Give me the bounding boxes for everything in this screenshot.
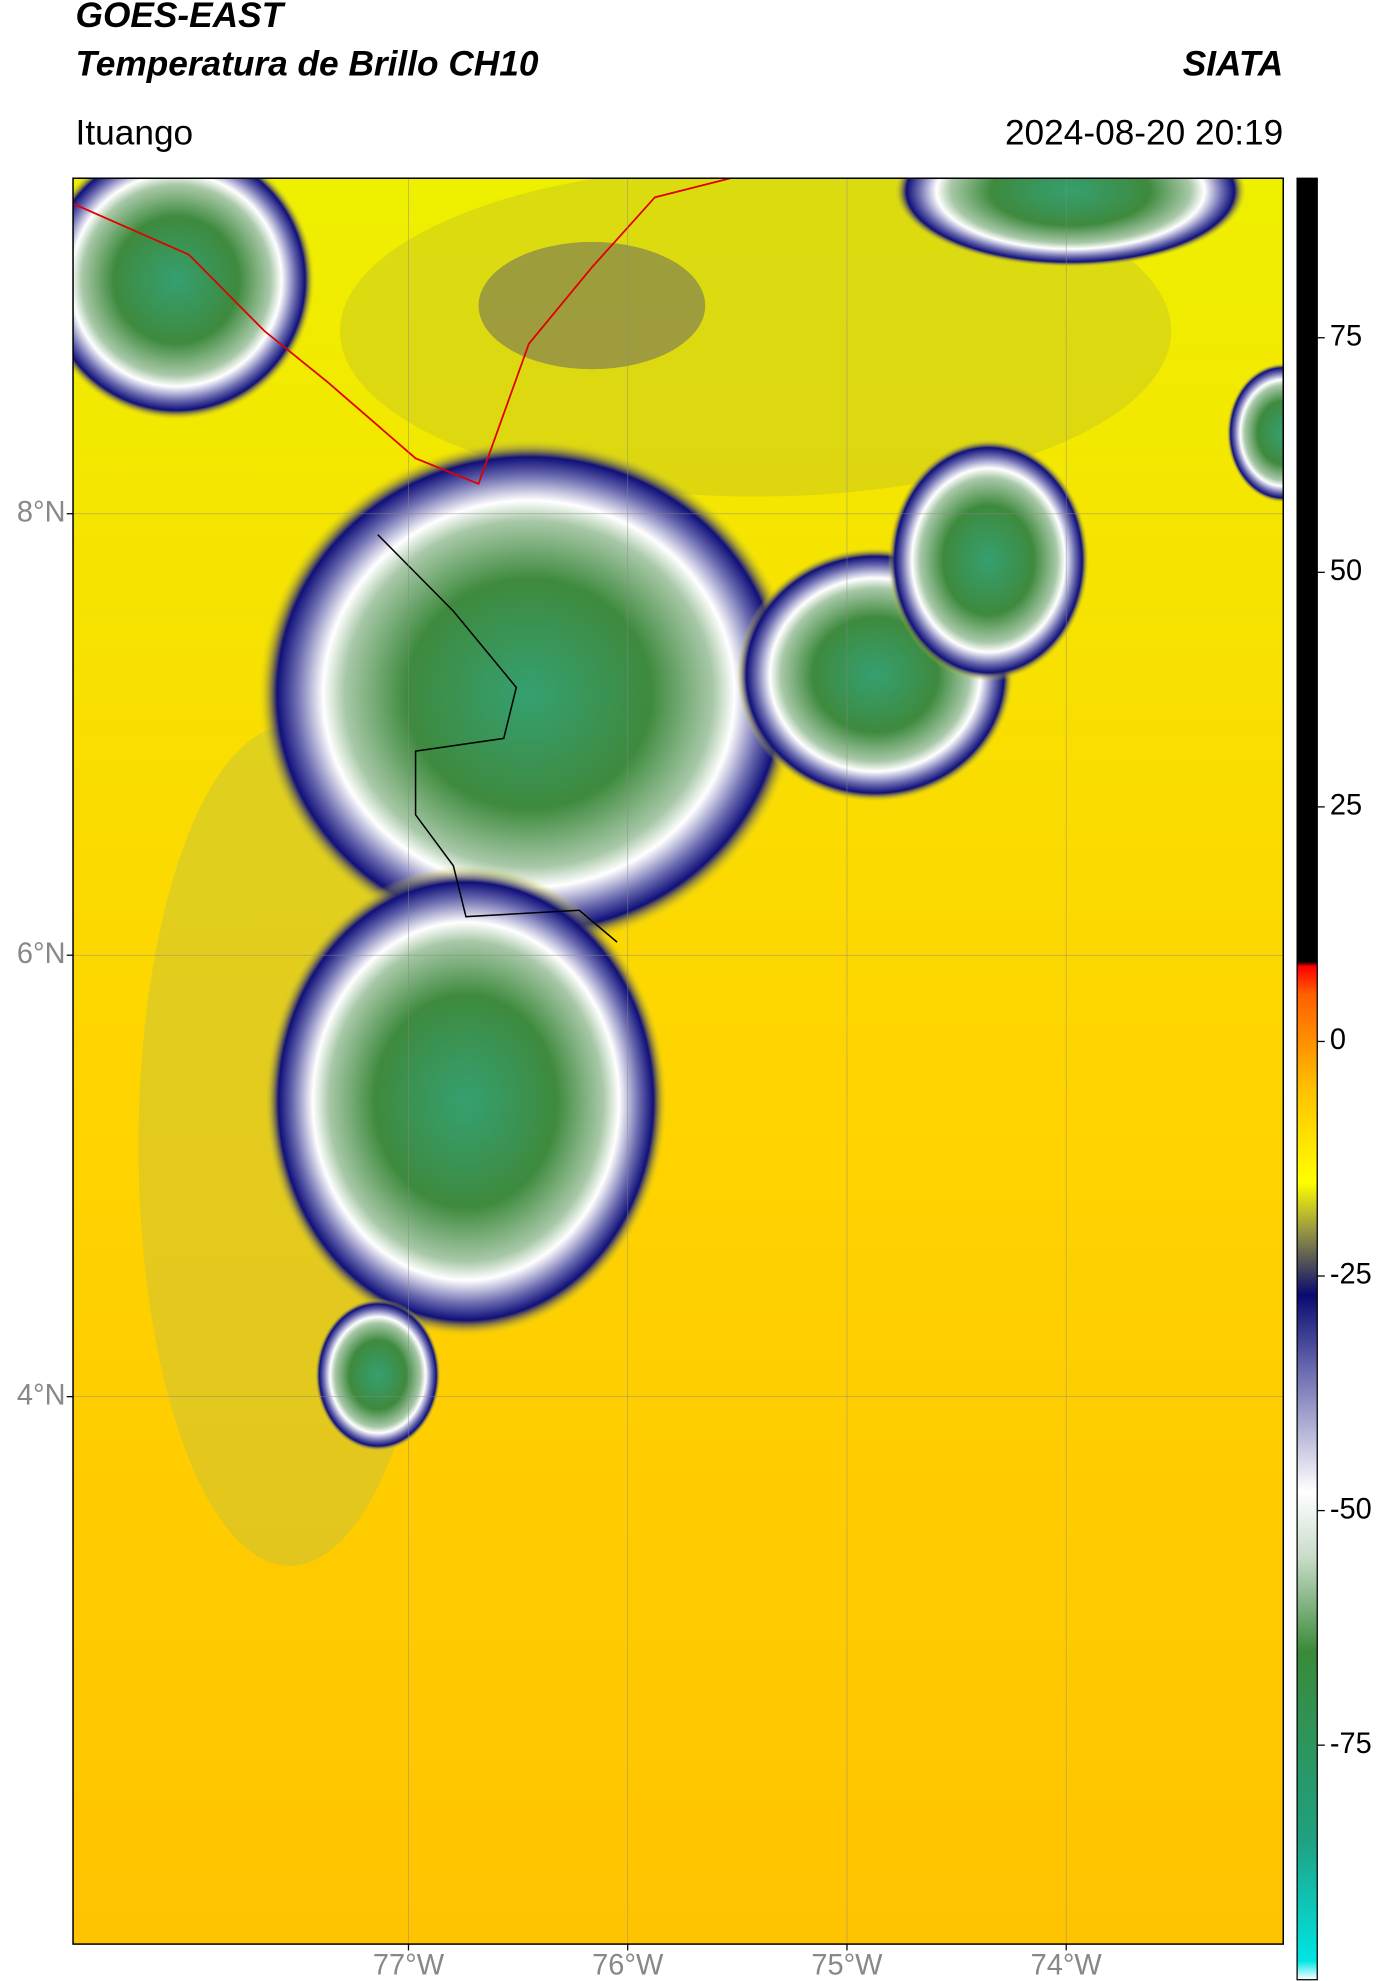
- colorbar: [1296, 177, 1318, 1981]
- x-tick-label: 75°W: [811, 1950, 883, 1981]
- map-frame: [72, 177, 1285, 1945]
- title: GOES-EAST: [76, 0, 287, 35]
- source: SIATA: [1183, 43, 1284, 83]
- y-tick-label: 6°N: [17, 938, 66, 970]
- y-tick-label: 8°N: [17, 496, 66, 528]
- colorbar-tick-label: -75: [1330, 1728, 1372, 1760]
- colorbar-tick-label: -50: [1330, 1493, 1372, 1525]
- colorbar-tick-label: 25: [1330, 789, 1362, 821]
- x-tick-label: 77°W: [373, 1950, 445, 1981]
- y-tick-label: 4°N: [17, 1379, 66, 1411]
- x-tick-label: 76°W: [592, 1950, 664, 1981]
- date: 2024-08-20 20:19: [1005, 112, 1283, 152]
- subtitle: Temperatura de Brillo CH10: [76, 43, 539, 83]
- colorbar-tick-label: 0: [1330, 1024, 1346, 1056]
- colorbar-tick-label: -25: [1330, 1259, 1372, 1291]
- grid: [73, 178, 1284, 1945]
- colorbar-tick-label: 75: [1330, 320, 1362, 352]
- colorbar-tick-label: 50: [1330, 555, 1362, 587]
- map-image: [73, 178, 1284, 1945]
- x-tick-label: 74°W: [1031, 1950, 1103, 1981]
- location: Ituango: [76, 112, 194, 152]
